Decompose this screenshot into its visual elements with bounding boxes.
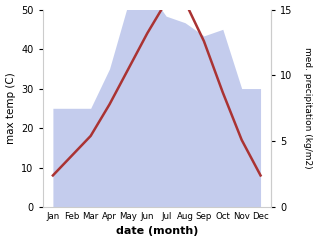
X-axis label: date (month): date (month) [115, 227, 198, 236]
Y-axis label: max temp (C): max temp (C) [5, 72, 16, 144]
Y-axis label: med. precipitation (kg/m2): med. precipitation (kg/m2) [303, 47, 313, 169]
